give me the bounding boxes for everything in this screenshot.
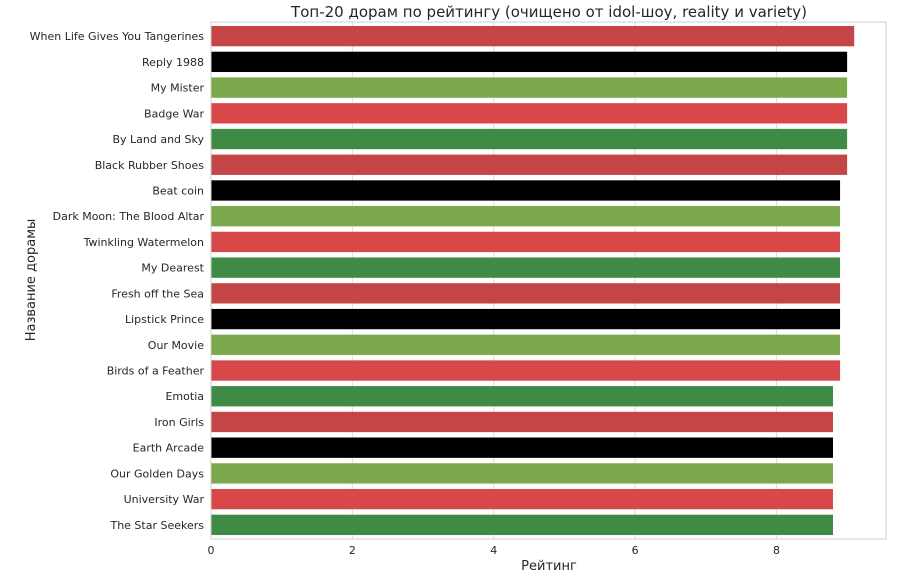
bar	[211, 488, 833, 510]
x-tick-labels: 0 2 4 6 8	[208, 544, 780, 557]
plot-frame	[210, 21, 887, 540]
x-tick-label: 4	[490, 544, 497, 557]
y-tick-label: By Land and Sky	[112, 133, 204, 146]
chart-title: Топ-20 дорам по рейтингу (очищено от ido…	[290, 3, 807, 21]
y-tick-label: Our Movie	[148, 339, 204, 352]
y-tick-label: Twinkling Watermelon	[83, 236, 204, 249]
bar	[211, 334, 841, 355]
y-tick-label: Badge War	[144, 107, 204, 120]
x-tick-label: 6	[632, 544, 639, 557]
bar	[211, 437, 833, 458]
y-tick-label: My Mister	[151, 82, 205, 95]
y-tick-label: Our Golden Days	[110, 467, 204, 480]
y-tick-label: Beat coin	[152, 184, 204, 197]
bar	[211, 463, 833, 484]
bar	[211, 386, 833, 407]
y-tick-label: Reply 1988	[142, 56, 204, 69]
y-tick-label: University War	[124, 493, 205, 506]
bar	[211, 411, 833, 433]
bar	[211, 308, 841, 330]
y-tick-label: Dark Moon: The Blood Altar	[53, 210, 205, 223]
bar	[211, 77, 848, 98]
bar	[211, 283, 841, 304]
x-axis-label: Рейтинг	[521, 559, 577, 574]
y-tick-label: My Dearest	[141, 262, 204, 275]
y-tick-label: When Life Gives You Tangerines	[30, 30, 205, 43]
y-tick-label: Black Rubber Shoes	[95, 159, 205, 172]
x-tick-label: 8	[773, 544, 780, 557]
y-tick-label: Iron Girls	[154, 416, 204, 429]
bar	[211, 231, 841, 253]
y-tick-label: Birds of a Feather	[107, 365, 205, 378]
y-tick-label: Emotia	[165, 390, 204, 403]
bar	[211, 257, 841, 278]
grid	[210, 22, 777, 539]
x-tick-label: 0	[208, 544, 215, 557]
y-tick-label: Fresh off the Sea	[111, 287, 204, 300]
y-tick-labels: When Life Gives You Tangerines Reply 1988…	[30, 30, 205, 532]
y-tick-label: Earth Arcade	[133, 442, 205, 455]
bar	[211, 180, 841, 201]
bars	[211, 25, 855, 536]
y-tick-label: Lipstick Prince	[125, 313, 204, 326]
bar	[211, 128, 848, 150]
bar	[211, 360, 841, 381]
y-axis-label: Название дорамы	[24, 219, 39, 342]
bar	[211, 206, 841, 227]
y-tick-label: The Star Seekers	[109, 519, 204, 532]
bar	[211, 514, 833, 536]
bar	[211, 154, 848, 175]
x-tick-label: 2	[349, 544, 356, 557]
bar	[211, 103, 848, 124]
bar	[211, 25, 855, 47]
bar	[211, 51, 848, 73]
